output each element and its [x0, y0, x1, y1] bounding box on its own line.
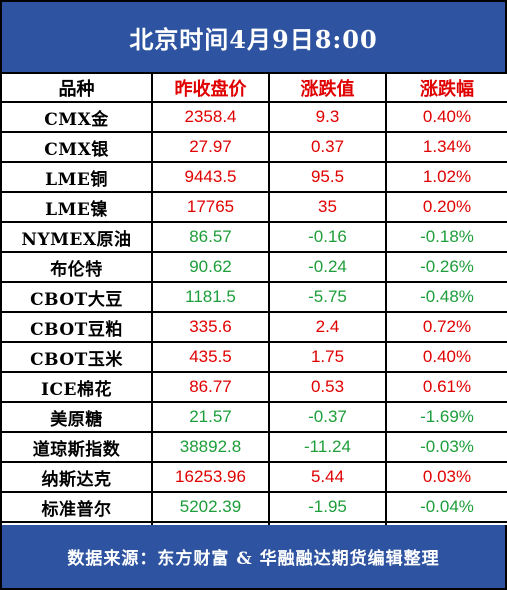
instrument-name: 美原糖: [0, 401, 153, 433]
table-row: ICE棉花 86.77 0.53 0.61%: [0, 371, 507, 403]
close-price: 38892.8: [151, 431, 270, 463]
quote-table: 品种 昨收盘价 涨跌值 涨跌幅 CMX金 2358.4 9.3 0.40% CMX银 27…: [0, 72, 507, 553]
change-percent: -1.69%: [385, 401, 507, 433]
change-percent: 0.03%: [385, 461, 507, 493]
table-row: LME镍 17765 35 0.20%: [0, 191, 507, 223]
change-value: -0.16: [268, 221, 387, 253]
header-close: 昨收盘价: [151, 72, 270, 103]
instrument-name: CBOT大豆: [0, 281, 153, 313]
close-price: 21.57: [151, 401, 270, 433]
instrument-name: 纳斯达克: [0, 461, 153, 493]
table-row: CBOT大豆 1181.5 -5.75 -0.48%: [0, 281, 507, 313]
close-price: 86.57: [151, 221, 270, 253]
table-row: CBOT豆粕 335.6 2.4 0.72%: [0, 311, 507, 343]
change-percent: 0.72%: [385, 311, 507, 343]
close-price: 27.97: [151, 131, 270, 163]
instrument-name: CMX银: [0, 131, 153, 163]
close-price: 90.62: [151, 251, 270, 283]
table-row: CMX金 2358.4 9.3 0.40%: [0, 101, 507, 133]
header-name: 品种: [0, 72, 153, 103]
close-price: 335.6: [151, 311, 270, 343]
source-note: 数据来源：东方财富 & 华融融达期货编辑整理: [67, 549, 440, 569]
close-price: 2358.4: [151, 101, 270, 133]
change-percent: -0.48%: [385, 281, 507, 313]
change-value: 1.75: [268, 341, 387, 373]
change-value: 0.37: [268, 131, 387, 163]
instrument-name: 道琼斯指数: [0, 431, 153, 463]
change-percent: 1.34%: [385, 131, 507, 163]
instrument-name: LME镍: [0, 191, 153, 223]
instrument-name: LME铜: [0, 161, 153, 193]
table-row: 道琼斯指数 38892.8 -11.24 -0.03%: [0, 431, 507, 463]
close-price: 16253.96: [151, 461, 270, 493]
header-pct: 涨跌幅: [385, 72, 507, 103]
instrument-name: NYMEX原油: [0, 221, 153, 253]
close-price: 5202.39: [151, 491, 270, 523]
table-row: NYMEX原油 86.57 -0.16 -0.18%: [0, 221, 507, 253]
table-row: CMX银 27.97 0.37 1.34%: [0, 131, 507, 163]
instrument-name: ICE棉花: [0, 371, 153, 403]
change-value: 9.3: [268, 101, 387, 133]
instrument-name: 标准普尔: [0, 491, 153, 523]
change-value: 5.44: [268, 461, 387, 493]
instrument-name: CBOT玉米: [0, 341, 153, 373]
change-value: -0.37: [268, 401, 387, 433]
instrument-name: CMX金: [0, 101, 153, 133]
title-bar: 北京时间4月9日8:00: [0, 0, 507, 72]
page-title: 北京时间4月9日8:00: [129, 24, 378, 54]
change-value: 2.4: [268, 311, 387, 343]
change-percent: -0.03%: [385, 431, 507, 463]
table-row: 纳斯达克 16253.96 5.44 0.03%: [0, 461, 507, 493]
close-price: 9443.5: [151, 161, 270, 193]
footer-bar: 数据来源：东方财富 & 华融融达期货编辑整理: [0, 525, 507, 590]
change-value: -0.24: [268, 251, 387, 283]
close-price: 17765: [151, 191, 270, 223]
table-row: 标准普尔 5202.39 -1.95 -0.04%: [0, 491, 507, 523]
change-value: 35: [268, 191, 387, 223]
change-value: 0.53: [268, 371, 387, 403]
close-price: 435.5: [151, 341, 270, 373]
instrument-name: 布伦特: [0, 251, 153, 283]
table-header-row: 品种 昨收盘价 涨跌值 涨跌幅: [0, 72, 507, 103]
change-percent: -0.04%: [385, 491, 507, 523]
table-row: 美原糖 21.57 -0.37 -1.69%: [0, 401, 507, 433]
instrument-name: CBOT豆粕: [0, 311, 153, 343]
change-percent: 0.40%: [385, 101, 507, 133]
change-percent: -0.18%: [385, 221, 507, 253]
change-percent: 0.61%: [385, 371, 507, 403]
change-percent: 0.20%: [385, 191, 507, 223]
change-percent: 0.40%: [385, 341, 507, 373]
change-value: -1.95: [268, 491, 387, 523]
change-value: -5.75: [268, 281, 387, 313]
change-value: -11.24: [268, 431, 387, 463]
change-value: 95.5: [268, 161, 387, 193]
close-price: 86.77: [151, 371, 270, 403]
change-percent: 1.02%: [385, 161, 507, 193]
close-price: 1181.5: [151, 281, 270, 313]
header-change: 涨跌值: [268, 72, 387, 103]
table-row: 布伦特 90.62 -0.24 -0.26%: [0, 251, 507, 283]
table-row: CBOT玉米 435.5 1.75 0.40%: [0, 341, 507, 373]
table-row: LME铜 9443.5 95.5 1.02%: [0, 161, 507, 193]
change-percent: -0.26%: [385, 251, 507, 283]
